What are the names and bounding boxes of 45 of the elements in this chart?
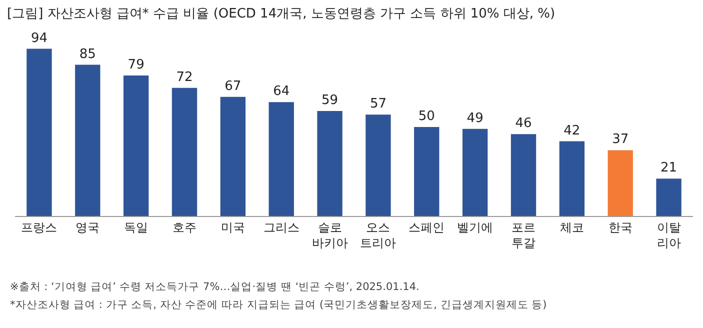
data-label: 72 bbox=[176, 70, 193, 85]
x-tick-label: 포르 투갈 bbox=[512, 220, 536, 250]
bar bbox=[268, 102, 294, 216]
data-label: 67 bbox=[224, 78, 242, 94]
x-tick-label: 프랑스 bbox=[21, 220, 58, 234]
text: *자산조사형 급여 : 가구 소득, 자산 수준에 따라 지급되는 급여 (국민기초생활보장제도, 긴급생계지원제도 등) bbox=[10, 299, 547, 311]
x-tick-label: 슬로 바키아 bbox=[312, 220, 348, 250]
bar bbox=[414, 127, 440, 216]
bar bbox=[510, 134, 536, 216]
data-label: 57 bbox=[370, 96, 386, 112]
bar bbox=[26, 48, 52, 216]
x-tick-label: 한국 bbox=[608, 220, 632, 234]
x-tick-label: 그리스 bbox=[263, 220, 300, 234]
data-label: 49 bbox=[466, 110, 484, 126]
bar bbox=[656, 178, 682, 216]
bar bbox=[366, 114, 391, 216]
x-tick-label: 체코 bbox=[560, 220, 584, 234]
x-tick-label: 스페인 bbox=[408, 220, 445, 234]
x-tick-label: 영국 bbox=[76, 220, 100, 234]
data-label: 79 bbox=[128, 57, 144, 72]
data-label: 64 bbox=[273, 84, 290, 100]
data-label: 21 bbox=[660, 160, 678, 176]
bar bbox=[75, 64, 100, 216]
text: ※출처 : ‘기여형 급여’ 수령 저소득가구 7%…실업·질병 땐 ‘빈곤 수렁’, 2025.01.14. bbox=[10, 281, 420, 293]
bar bbox=[220, 96, 246, 216]
data-label: 42 bbox=[564, 123, 580, 138]
bar bbox=[608, 150, 633, 216]
bar bbox=[317, 111, 342, 216]
bar bbox=[462, 128, 488, 216]
data-label: 85 bbox=[79, 46, 96, 62]
data-label: 50 bbox=[418, 109, 435, 124]
x-tick-label: 미국 bbox=[220, 220, 245, 234]
x-tick-label: 독일 bbox=[124, 220, 148, 234]
x-tick-label: 오스 트리아 bbox=[360, 220, 396, 250]
data-label: 46 bbox=[515, 116, 532, 132]
bar bbox=[172, 88, 198, 216]
x-tick-label: 벨기에 bbox=[457, 220, 494, 234]
data-label: 94 bbox=[30, 30, 48, 46]
data-label: 59 bbox=[322, 93, 338, 108]
chart-title: [그림] 자산조사형 급여* 수급 비율 (OECD 14개국, 노동연령층 가구 소득 하위 10% 대상, %) bbox=[7, 6, 556, 22]
x-tick-label: 이탈 리아 bbox=[656, 220, 681, 250]
data-label: 37 bbox=[612, 132, 629, 148]
bar bbox=[123, 75, 149, 216]
x-tick-label: 호주 bbox=[172, 220, 196, 234]
bar bbox=[559, 141, 585, 216]
